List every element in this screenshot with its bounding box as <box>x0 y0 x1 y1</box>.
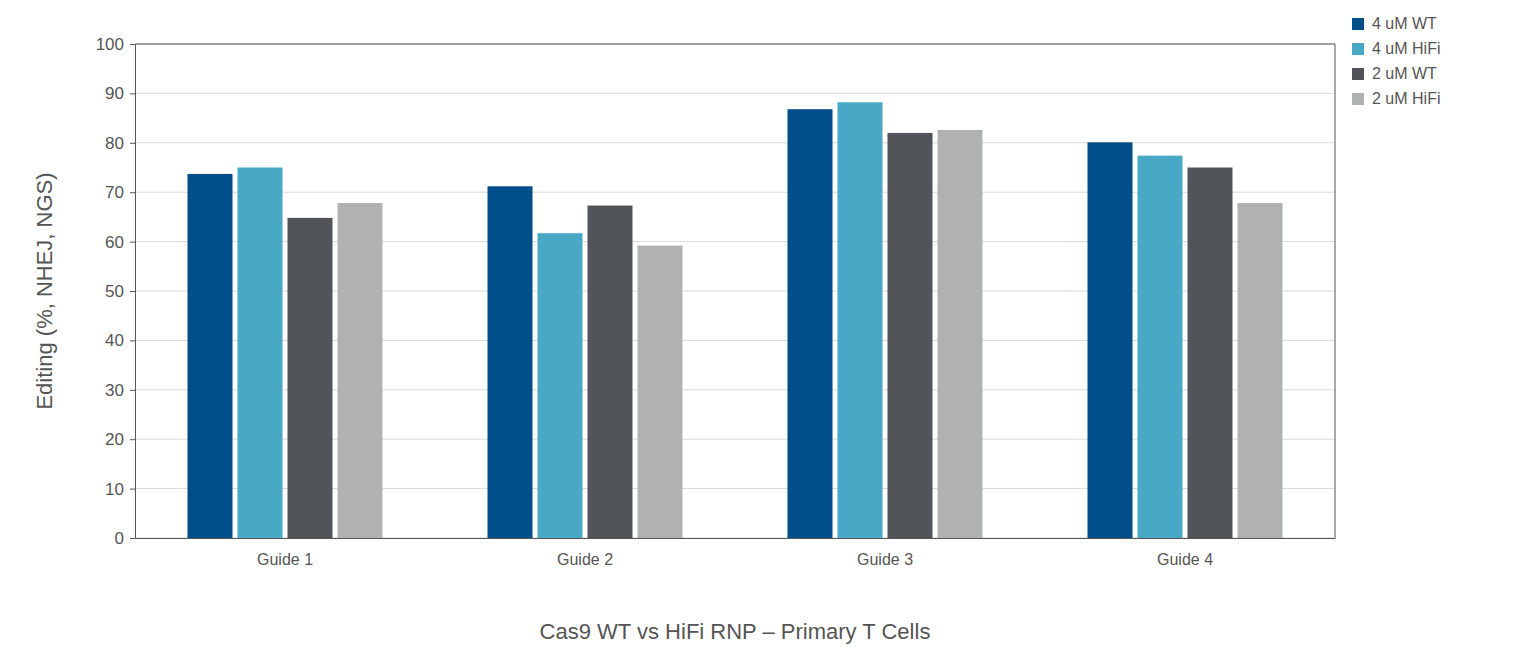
legend-item: 2 uM WT <box>1352 65 1437 82</box>
tick-label: 10 <box>105 480 124 499</box>
tick: Guide 3 <box>857 538 913 568</box>
legend-swatch <box>1352 18 1364 30</box>
tick-mark <box>130 93 135 94</box>
legend-swatch <box>1352 68 1364 80</box>
tick-label: 90 <box>105 84 124 103</box>
tick-mark <box>130 390 135 391</box>
tick-mark <box>130 44 135 45</box>
tick: Guide 2 <box>557 538 613 568</box>
frame-top <box>135 44 1335 45</box>
tick-mark <box>130 192 135 193</box>
bar <box>1138 156 1183 538</box>
bar <box>488 186 533 538</box>
bar <box>888 133 933 538</box>
legend-label: 4 uM WT <box>1372 15 1437 32</box>
legend-label: 2 uM WT <box>1372 65 1437 82</box>
tick-label: 100 <box>96 35 124 54</box>
bar <box>288 218 333 538</box>
tick: Guide 1 <box>257 538 313 568</box>
tick-label: 50 <box>105 282 124 301</box>
tick-label: Guide 3 <box>857 551 913 568</box>
bar <box>838 102 883 538</box>
tick-label: 30 <box>105 381 124 400</box>
tick-label: 0 <box>115 529 124 548</box>
grid-line <box>135 142 1335 143</box>
legend-item: 2 uM HiFi <box>1352 90 1440 107</box>
tick-mark <box>130 291 135 292</box>
legend-label: 2 uM HiFi <box>1372 90 1440 107</box>
bar <box>338 203 383 538</box>
tick-label: Guide 2 <box>557 551 613 568</box>
tick-mark <box>130 143 135 144</box>
y-axis: 0 10 20 30 40 50 60 70 80 90 100 <box>96 35 136 548</box>
bar <box>238 168 283 539</box>
tick: Guide 4 <box>1157 538 1213 568</box>
grid <box>135 44 1335 538</box>
bars <box>188 102 1283 538</box>
legend-item: 4 uM WT <box>1352 15 1437 32</box>
axis-line <box>135 45 136 539</box>
tick-mark <box>130 242 135 243</box>
tick-label: 80 <box>105 134 124 153</box>
x-axis-title: Cas9 WT vs HiFi RNP – Primary T Cells <box>540 619 931 644</box>
bar <box>538 233 583 538</box>
frame-right <box>1335 44 1336 538</box>
plot: 0102030405060708090100Guide 1Guide 2Guid… <box>96 35 1336 568</box>
tick-mark <box>130 538 135 539</box>
tick: 10 <box>105 480 135 499</box>
tick: 40 <box>105 331 135 350</box>
legend-swatch <box>1352 93 1364 105</box>
bar <box>588 206 633 538</box>
bar <box>1238 203 1283 538</box>
bar <box>1088 142 1133 538</box>
tick-label: 60 <box>105 233 124 252</box>
y-axis-title: Editing (%, NHEJ, NGS) <box>32 172 57 409</box>
tick: 0 <box>115 529 135 548</box>
chart: 0102030405060708090100Guide 1Guide 2Guid… <box>0 0 1536 661</box>
tick: 80 <box>105 134 135 153</box>
bar <box>788 109 833 538</box>
legend-swatch <box>1352 43 1364 55</box>
bar <box>938 130 983 538</box>
grid-line <box>135 93 1335 94</box>
tick-label: Guide 1 <box>257 551 313 568</box>
legend-label: 4 uM HiFi <box>1372 40 1440 57</box>
bar <box>638 246 683 538</box>
axis-line <box>136 538 1336 539</box>
tick: 50 <box>105 282 135 301</box>
x-axis: Guide 1 Guide 2 Guide 3 Guide 4 <box>136 538 1336 568</box>
bar <box>1188 168 1233 539</box>
tick-mark <box>130 439 135 440</box>
bar <box>188 174 233 538</box>
legend: 4 uM WT 4 uM HiFi 2 uM WT 2 uM HiFi <box>1352 15 1440 107</box>
tick-label: 70 <box>105 183 124 202</box>
tick: 90 <box>105 84 135 103</box>
tick: 70 <box>105 183 135 202</box>
tick-label: 40 <box>105 331 124 350</box>
tick-mark <box>130 489 135 490</box>
tick-label: 20 <box>105 430 124 449</box>
tick-label: Guide 4 <box>1157 551 1213 568</box>
tick-mark <box>130 340 135 341</box>
tick: 100 <box>96 35 135 54</box>
tick: 30 <box>105 381 135 400</box>
tick: 60 <box>105 233 135 252</box>
tick: 20 <box>105 430 135 449</box>
legend-item: 4 uM HiFi <box>1352 40 1440 57</box>
grid-line <box>135 44 1335 45</box>
